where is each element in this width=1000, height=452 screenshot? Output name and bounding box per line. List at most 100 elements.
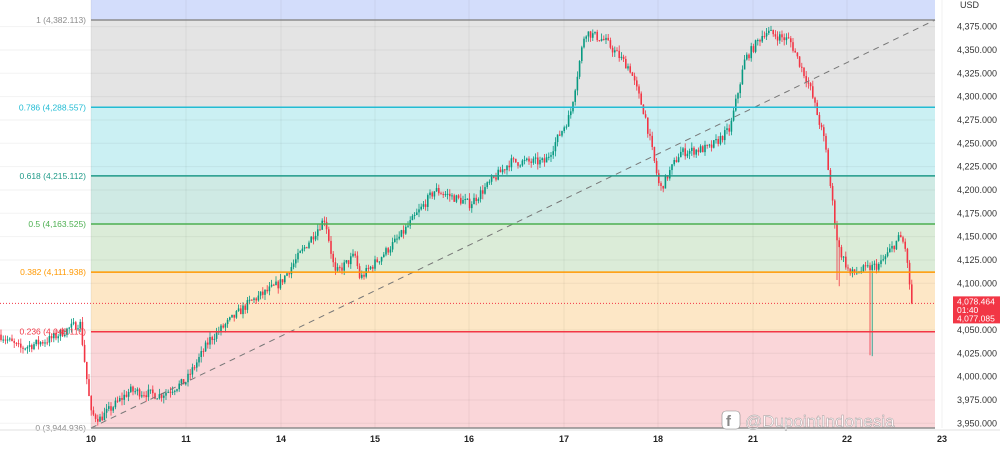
- fib-label-0.618: 0.618 (4,215.112): [20, 171, 87, 181]
- candle-body: [222, 325, 224, 328]
- candle-body: [189, 373, 191, 375]
- candle-body: [191, 367, 194, 375]
- candle-body: [820, 124, 823, 128]
- candle-body: [251, 299, 253, 301]
- candle-body: [297, 252, 299, 260]
- candle-body: [24, 348, 26, 350]
- candle-body: [369, 266, 372, 269]
- fib-zone-0.382: [91, 272, 935, 332]
- price-axis[interactable]: 4,375.000 4,350.000 4,325.000 4,300.000 4,27…: [957, 22, 997, 429]
- candle-body: [213, 338, 216, 340]
- candle-body: [611, 47, 614, 53]
- candle-body: [539, 159, 541, 165]
- fib-trend-line[interactable]: [90, 19, 936, 429]
- candle-body: [466, 198, 469, 200]
- candle-body: [636, 80, 638, 87]
- candle-body: [341, 267, 343, 271]
- candle-body: [200, 351, 202, 357]
- candle-body: [108, 406, 110, 409]
- candle-body: [433, 191, 436, 197]
- y-tick-label: 4,350.000: [957, 45, 997, 55]
- candle-body: [248, 299, 251, 301]
- candle-body: [510, 158, 513, 168]
- candle-body: [673, 159, 675, 165]
- y-tick-label: 3,975.000: [957, 395, 997, 405]
- candle-body: [352, 253, 354, 257]
- candle-body: [746, 54, 748, 60]
- candle-body: [488, 181, 491, 183]
- candle-body: [592, 33, 594, 38]
- candle-body: [90, 396, 92, 411]
- candle-body: [453, 195, 455, 202]
- candle-body: [273, 284, 275, 286]
- fib-zone-1: [91, 20, 935, 108]
- candle-body: [638, 86, 640, 94]
- candle-body: [387, 248, 389, 253]
- candle-body: [838, 240, 840, 248]
- candle-body: [662, 185, 664, 189]
- candle-body: [306, 247, 308, 249]
- bar-countdown: 01:40: [957, 305, 979, 315]
- candle-body: [187, 373, 189, 383]
- candle-body: [0, 334, 2, 340]
- candle-body: [719, 135, 722, 144]
- candle-body: [383, 254, 385, 258]
- candle-body: [44, 342, 46, 344]
- x-tick-label: 21: [748, 434, 758, 444]
- grid: [0, 0, 943, 428]
- y-tick-label: 4,000.000: [957, 372, 997, 382]
- candle-body: [603, 38, 605, 40]
- candle-body: [768, 30, 770, 34]
- candle-body: [468, 198, 471, 209]
- candle-body: [28, 345, 31, 347]
- candle-body: [805, 76, 807, 83]
- candles: [0, 25, 913, 426]
- x-tick-label: 22: [842, 434, 852, 444]
- candle-body: [374, 259, 376, 269]
- candle-body: [803, 67, 805, 77]
- candle-body: [495, 177, 497, 180]
- candle-body: [207, 342, 209, 345]
- candle-body: [543, 158, 546, 163]
- candle-body: [444, 194, 447, 196]
- candle-body: [103, 412, 106, 421]
- candle-body: [583, 38, 585, 48]
- candle-body: [763, 36, 766, 38]
- candle-body: [257, 295, 260, 301]
- candle-body: [281, 279, 284, 283]
- candle-body: [633, 75, 636, 81]
- candle-body: [840, 247, 843, 258]
- candle-body: [57, 336, 59, 339]
- candle-body: [537, 157, 539, 165]
- candle-body: [325, 221, 328, 230]
- candle-body: [99, 416, 101, 422]
- candle-body: [867, 265, 869, 267]
- candle-body: [402, 230, 405, 234]
- candle-body: [367, 268, 370, 270]
- candle-body: [490, 176, 493, 182]
- time-axis[interactable]: 10 11 14 15 16 17 18 21 22 23: [0, 429, 1000, 444]
- candle-body: [42, 342, 44, 344]
- watermark: f @DupointIndonesia: [721, 410, 895, 431]
- candle-body: [781, 34, 783, 38]
- candle-body: [424, 204, 427, 207]
- candle-body: [70, 323, 73, 328]
- fibonacci-lines[interactable]: 1 (4,382.113) 0.786 (4,288.557) 0.618 (4,2…: [19, 15, 935, 433]
- candle-body: [400, 230, 403, 237]
- candle-body: [902, 237, 904, 242]
- candle-body: [842, 256, 845, 258]
- last-price-badge-bg: [953, 296, 1000, 324]
- candle-body: [226, 319, 229, 325]
- candle-body: [429, 192, 431, 196]
- last-price-badge: 4,078.464 01:40 4,077.085: [953, 296, 1000, 324]
- candle-body: [684, 148, 686, 157]
- candle-body: [695, 149, 697, 155]
- candle-body: [136, 389, 139, 392]
- candle-body: [138, 389, 141, 397]
- candle-body: [416, 212, 418, 215]
- candle-body: [202, 351, 205, 353]
- candle-body: [730, 120, 733, 132]
- candle-body: [149, 389, 152, 391]
- candle-body: [321, 220, 323, 230]
